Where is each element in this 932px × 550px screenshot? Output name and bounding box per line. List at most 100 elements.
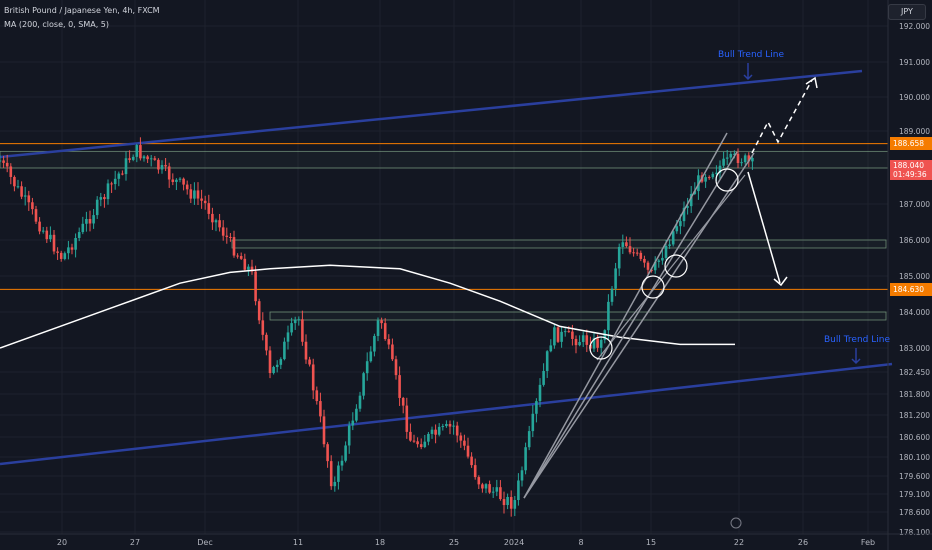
channel-line [523,151,738,499]
candle-body [718,165,722,173]
candle-body [751,158,754,162]
candle-body [88,218,92,224]
candle-body [135,145,139,157]
candle-body [560,331,563,342]
x-axis: 20 27 Dec 11 18 25 2024 8 15 22 26 Feb [0,533,932,547]
zone-rect [269,311,887,321]
candle-body [596,338,599,348]
candle-body [394,359,398,376]
candle-body [607,301,610,331]
candle-body [729,153,733,158]
candle-body [254,271,257,302]
levels [0,143,888,290]
candle-body [178,178,182,180]
candle-body [5,162,9,167]
y-tick-label: 180.600 [899,433,930,442]
zones [0,150,889,321]
candle-body [92,215,95,224]
candle-body [41,230,45,232]
currency-badge[interactable]: JPY [888,4,926,20]
candle-body [139,145,142,159]
pivot-circle [589,336,613,360]
candle-body [625,242,628,247]
candle-body [711,173,715,178]
candle-body [563,331,567,333]
candle-body [0,160,2,162]
candle-body [427,433,430,442]
candle-body [585,335,589,345]
candle-body [142,156,146,159]
x-tick-label: 11 [293,538,303,547]
x-tick-label: 8 [578,538,583,547]
candle-body [344,445,347,461]
trend-line-bottom [0,362,893,466]
candle-body [387,339,391,345]
candle-body [459,435,463,441]
candle-body [214,220,218,223]
candle-body [99,197,103,200]
channel-line [596,174,746,361]
candle-body [265,334,268,351]
candle-body [671,231,675,245]
candle-body [704,177,707,182]
candle-body [722,158,725,166]
x-tick-label: 15 [646,538,656,547]
candle-body [409,431,412,441]
x-tick-label: 22 [734,538,744,547]
trend-lines [0,69,893,466]
candle-body [416,441,419,445]
candle-body [668,244,671,246]
candle-body [477,477,481,485]
candle-body [643,258,646,263]
candle-body [243,258,247,270]
candle-body [63,253,67,259]
candle-body [200,198,203,201]
candle-body [175,179,178,182]
candle-body [239,256,243,259]
trend-line-top [0,69,863,159]
lightning-icon[interactable] [730,517,742,529]
candle-body [535,401,538,414]
channel [523,132,755,499]
ma-line [0,264,735,349]
candle-body [167,166,171,180]
candle-body [581,335,585,342]
candle-body [664,245,668,258]
x-tick-label: Dec [197,538,212,547]
candle-body [545,351,549,371]
candle-body [196,190,200,199]
candle-body [455,425,459,436]
price-tag-upper: 188.658 [890,137,932,150]
candle-body [365,361,369,374]
candle-body [362,373,365,396]
candle-body [146,156,149,160]
candle-body [74,237,77,250]
y-tick-label: 179.600 [899,472,930,481]
x-tick-label: 18 [375,538,385,547]
trend-arrow-bottom [851,348,861,365]
candle-body [736,153,740,164]
candle-body [401,397,405,406]
candle-body [49,234,52,240]
candle-body [164,165,167,167]
candle-body [236,255,239,257]
pivot-circle [715,168,739,192]
candle-body [599,339,603,348]
channel-line [523,132,728,499]
candle-body [614,268,617,289]
candle-body [610,288,614,302]
y-tick-label: 184.000 [899,308,930,317]
candle-body [373,335,376,352]
candle-body [124,158,128,175]
candle-body [207,203,211,214]
candle-body [509,496,513,509]
candle-body [747,155,751,162]
candle-body [182,178,185,185]
candle-body [520,470,524,481]
candle-body [283,341,286,360]
candle-body [621,242,625,247]
candle-body [495,487,499,492]
candle-body [448,423,452,427]
